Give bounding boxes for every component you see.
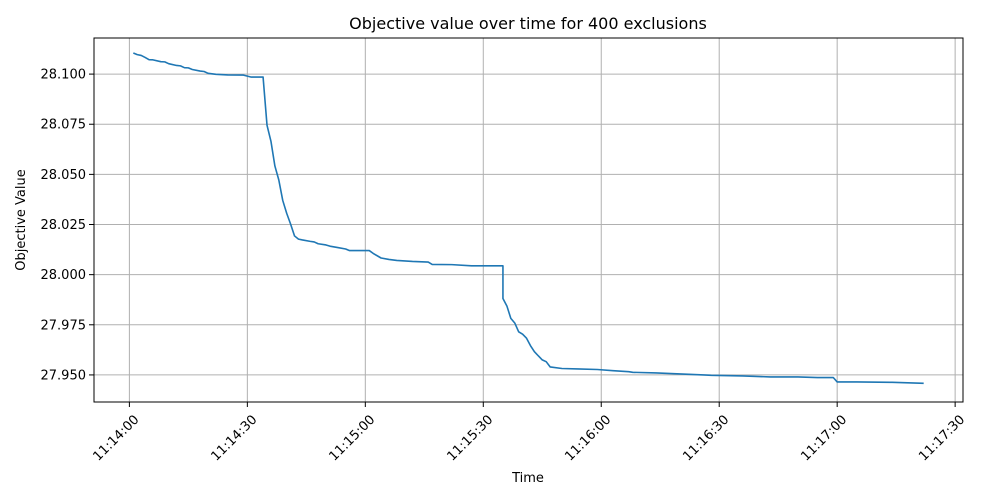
x-tick-label: 11:14:30 <box>209 412 261 464</box>
y-axis-label: Objective Value <box>14 169 29 270</box>
y-tick-label: 28.050 <box>41 168 87 183</box>
x-tick-label: 11:15:30 <box>444 412 496 464</box>
x-tick-label: 11:17:30 <box>916 412 968 464</box>
x-tick-label: 11:17:00 <box>798 412 850 464</box>
x-axis-label: Time <box>511 471 544 486</box>
y-tick-label: 27.950 <box>41 368 87 383</box>
y-tick-label: 28.100 <box>41 68 87 83</box>
y-tick-label: 28.000 <box>41 268 87 283</box>
x-tick-label: 11:16:30 <box>680 412 732 464</box>
x-tick-label: 11:15:00 <box>326 412 378 464</box>
x-tick-label: 11:16:00 <box>562 412 614 464</box>
axis-ticks: 11:14:00 11:14:30 11:15:00 11:15:30 11:16:00… <box>41 68 969 465</box>
x-tick-label: 11:14:00 <box>91 412 143 464</box>
series-layer <box>133 52 924 385</box>
objective-value-series-line <box>133 52 924 385</box>
plot-area-frame <box>93 37 964 403</box>
y-tick-label: 28.075 <box>41 118 87 133</box>
chart-title: Objective value over time for 400 exclus… <box>349 14 707 33</box>
grid-lines <box>94 38 963 402</box>
y-tick-label: 28.025 <box>41 218 87 233</box>
y-tick-label: 27.975 <box>41 318 87 333</box>
